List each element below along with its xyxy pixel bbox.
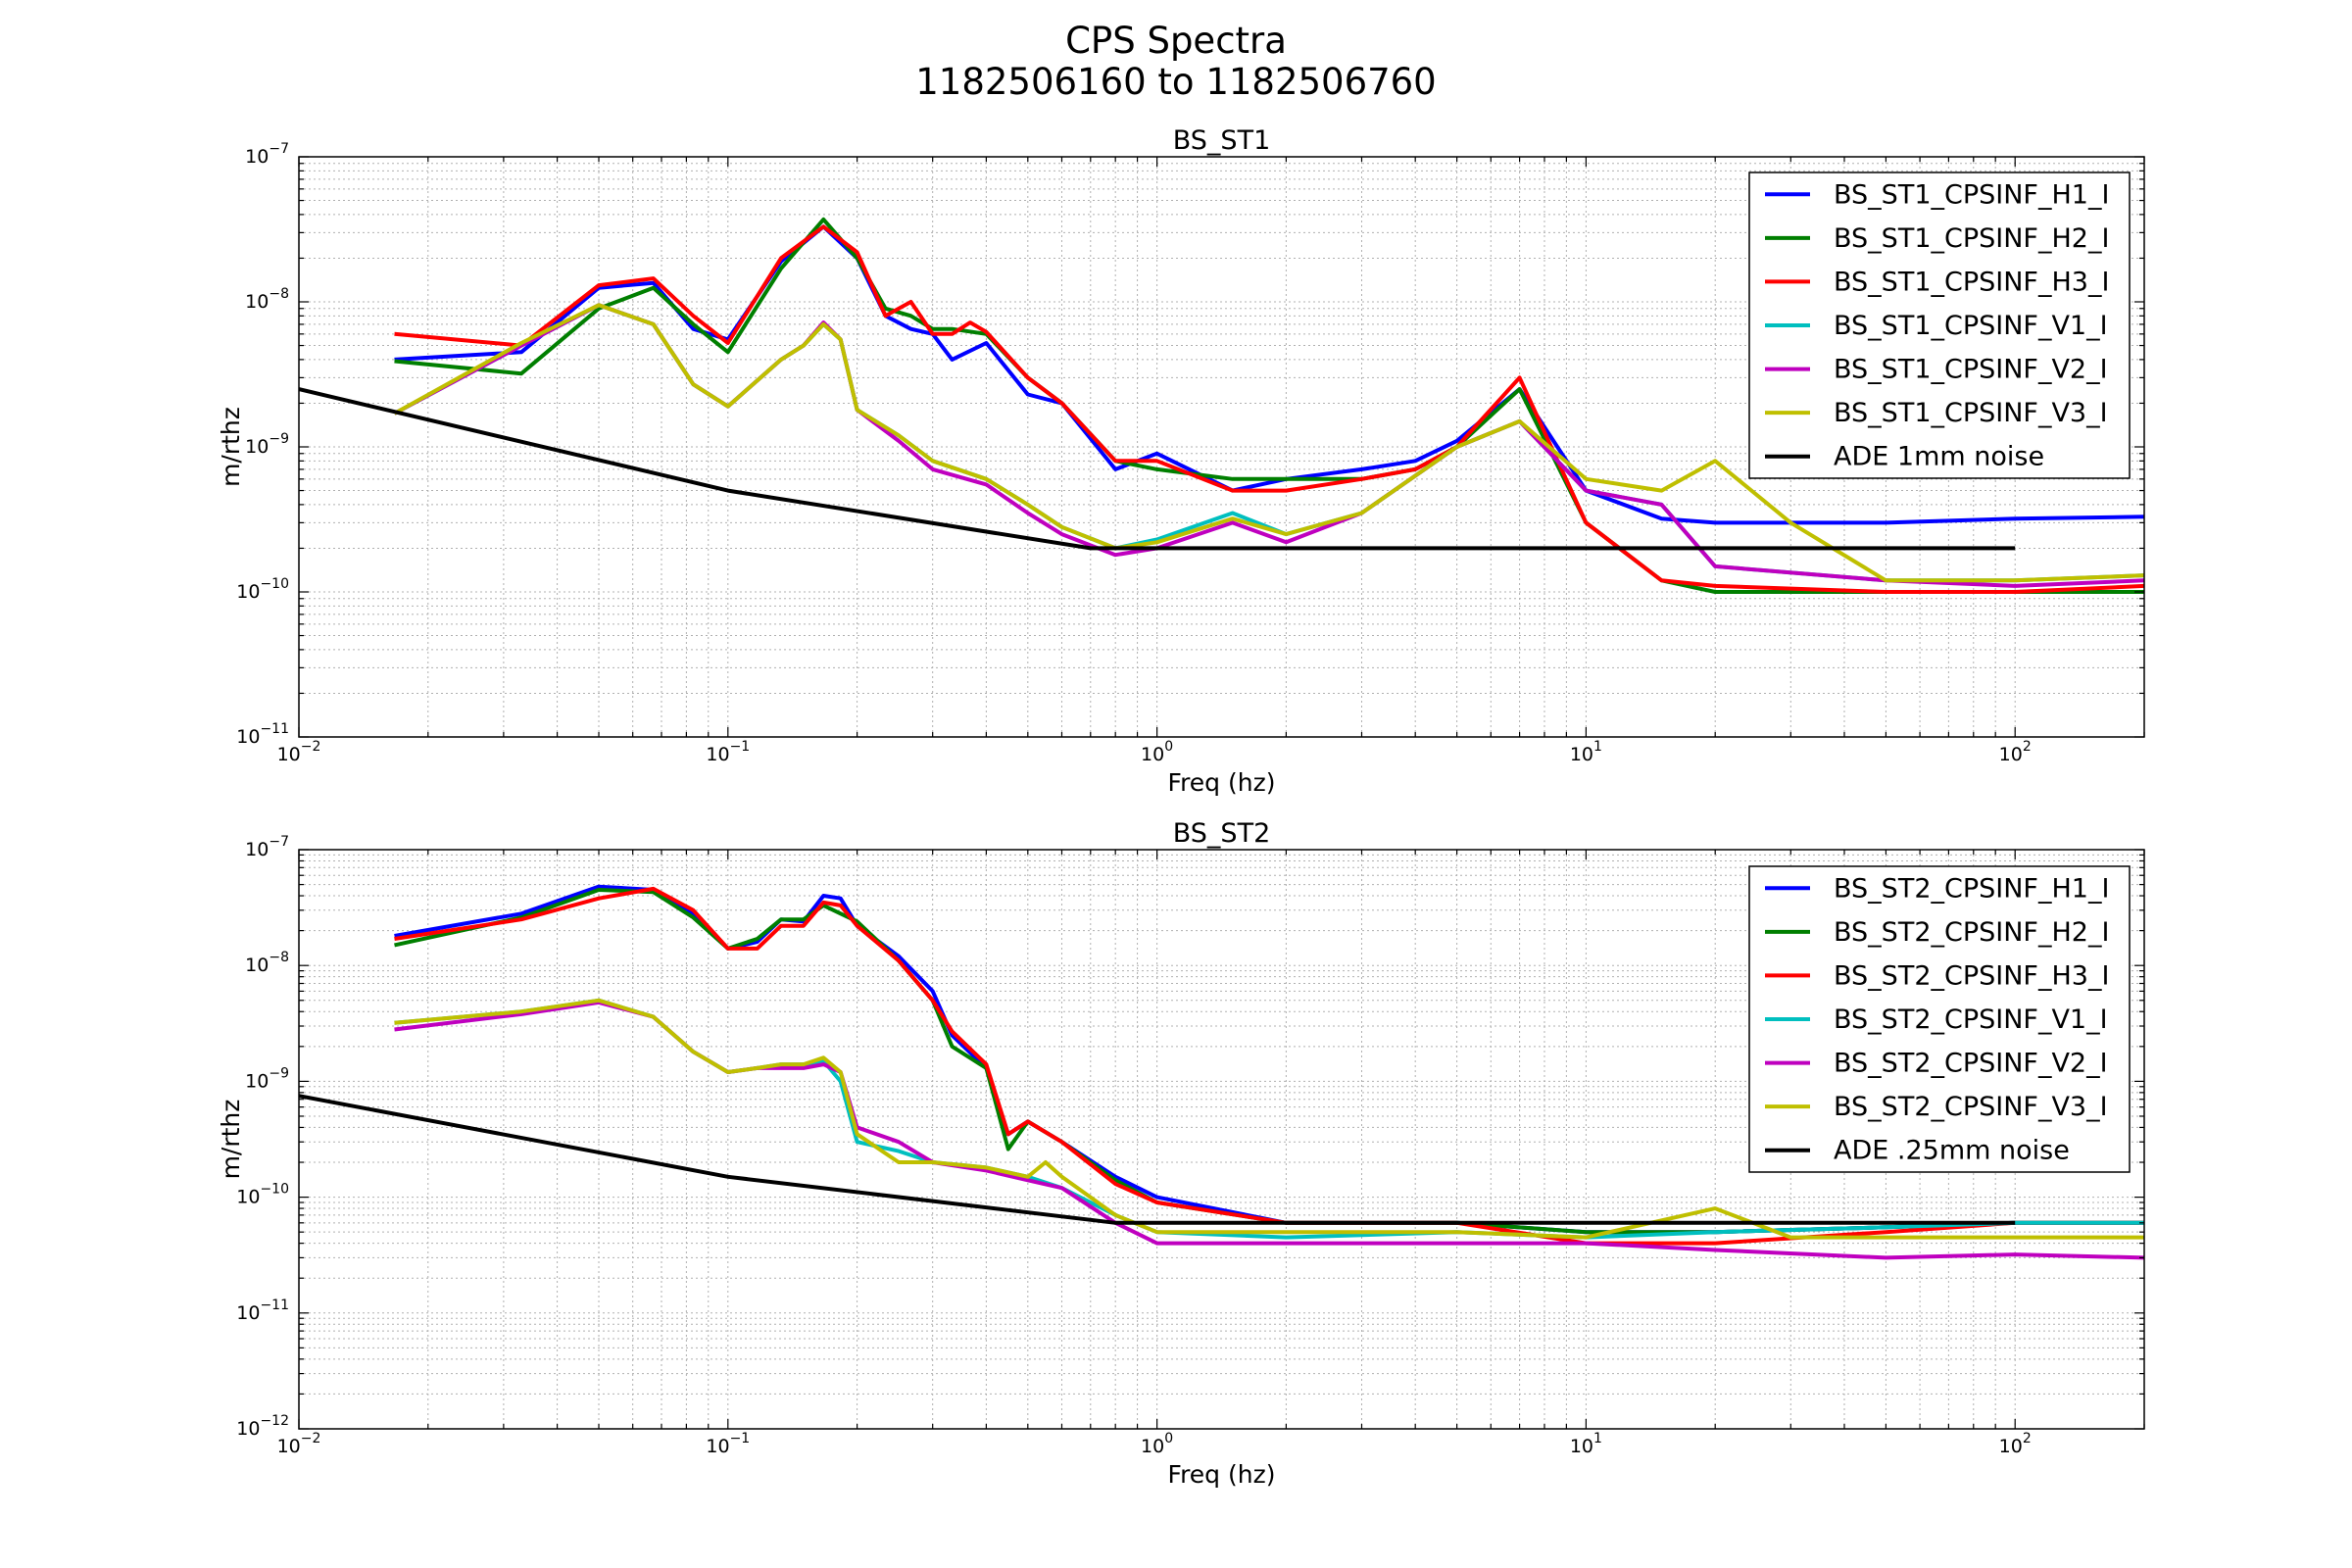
tick-label: 10−7 <box>245 141 289 168</box>
tick-label: 10−10 <box>236 576 289 603</box>
legend-label: BS_ST2_CPSINF_H2_I <box>1834 917 2109 948</box>
subplot-title: BS_ST2 <box>1173 818 1271 849</box>
tick-label: 101 <box>1570 739 1602 765</box>
legend-label: BS_ST1_CPSINF_H2_I <box>1834 223 2109 254</box>
tick-label: 10−8 <box>245 286 289 313</box>
series-line-bs-st2-cpsinf-h2-i <box>394 888 2144 1235</box>
legend: BS_ST2_CPSINF_H1_I BS_ST2_CPSINF_H2_I BS_S… <box>1748 865 2131 1173</box>
legend: BS_ST1_CPSINF_H1_I BS_ST1_CPSINF_H2_I BS_S… <box>1748 172 2131 479</box>
legend-label: BS_ST1_CPSINF_H3_I <box>1834 267 2109 297</box>
legend-label: ADE 1mm noise <box>1834 442 2044 472</box>
tick-label: 10−12 <box>236 1413 289 1440</box>
series-lines <box>299 217 2144 594</box>
subplot-bs-st2: 10−2 10−1 100 101 102 10−12 10−11 10−10 10−9 10−8… <box>217 818 2145 1489</box>
legend-box <box>1748 865 2131 1173</box>
tick-label: 102 <box>1999 739 2032 765</box>
axes-frame <box>298 849 2145 1430</box>
legend-label: BS_ST1_CPSINF_V1_I <box>1834 311 2108 341</box>
tick-label: 100 <box>1141 1431 1173 1457</box>
y-axis-label: m/rthz <box>217 1100 245 1180</box>
tick-label: 102 <box>1999 1431 2032 1457</box>
y-axis-label: m/rthz <box>217 407 245 487</box>
tick-label: 10−2 <box>277 1431 321 1457</box>
figure-subtitle: 1182506160 to 1182506760 <box>915 61 1437 103</box>
tick-label: 10−1 <box>706 1431 750 1457</box>
tick-label: 10−8 <box>245 950 289 976</box>
x-axis-label: Freq (hz) <box>1168 1460 1276 1489</box>
legend-label: BS_ST2_CPSINF_H3_I <box>1834 960 2109 991</box>
series-line-bs-st1-cpsinf-v3-i <box>393 303 2144 583</box>
subplot-bs-st1: 10−2 10−1 100 101 102 10−11 10−10 10−9 10−8 10−7 B… <box>217 125 2145 797</box>
legend-label: BS_ST2_CPSINF_V2_I <box>1834 1049 2108 1079</box>
tick-label: 10−11 <box>236 1298 289 1324</box>
legend-label: BS_ST1_CPSINF_V3_I <box>1834 398 2108 428</box>
legend-label: ADE .25mm noise <box>1834 1136 2070 1166</box>
legend-label: BS_ST1_CPSINF_V2_I <box>1834 355 2108 385</box>
tick-label: 10−1 <box>706 739 750 765</box>
subplot-title: BS_ST1 <box>1173 125 1271 156</box>
legend-box <box>1748 172 2131 479</box>
legend-label: BS_ST1_CPSINF_H1_I <box>1834 179 2109 210</box>
tick-label: 100 <box>1141 739 1173 765</box>
tick-label: 10−9 <box>245 1065 289 1092</box>
figure-title: CPS Spectra <box>1065 20 1287 62</box>
series-line-bs-st1-cpsinf-h3-i <box>394 224 2144 594</box>
tick-label: 10−11 <box>236 721 289 748</box>
tick-label: 10−7 <box>245 834 289 860</box>
legend-label: BS_ST2_CPSINF_H1_I <box>1834 873 2109 904</box>
tick-label: 10−2 <box>277 739 321 765</box>
series-line-ade-1mm-noise <box>299 387 2016 551</box>
series-line-ade-25mm-noise <box>299 1094 2016 1225</box>
tick-label: 10−10 <box>236 1182 289 1208</box>
legend-label: BS_ST2_CPSINF_V3_I <box>1834 1092 2108 1122</box>
tick-label: 101 <box>1570 1431 1602 1457</box>
series-lines <box>299 884 2144 1260</box>
x-axis-label: Freq (hz) <box>1168 768 1276 797</box>
legend-label: BS_ST2_CPSINF_V1_I <box>1834 1004 2108 1035</box>
tick-label: 10−9 <box>245 431 289 458</box>
